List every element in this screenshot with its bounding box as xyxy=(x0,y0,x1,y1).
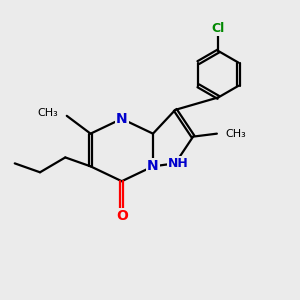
Text: Cl: Cl xyxy=(212,22,225,34)
Text: O: O xyxy=(116,209,128,223)
Text: NH: NH xyxy=(168,157,189,170)
Text: CH₃: CH₃ xyxy=(225,129,246,139)
Text: N: N xyxy=(116,112,128,126)
Text: N: N xyxy=(147,159,159,173)
Text: CH₃: CH₃ xyxy=(38,108,58,118)
